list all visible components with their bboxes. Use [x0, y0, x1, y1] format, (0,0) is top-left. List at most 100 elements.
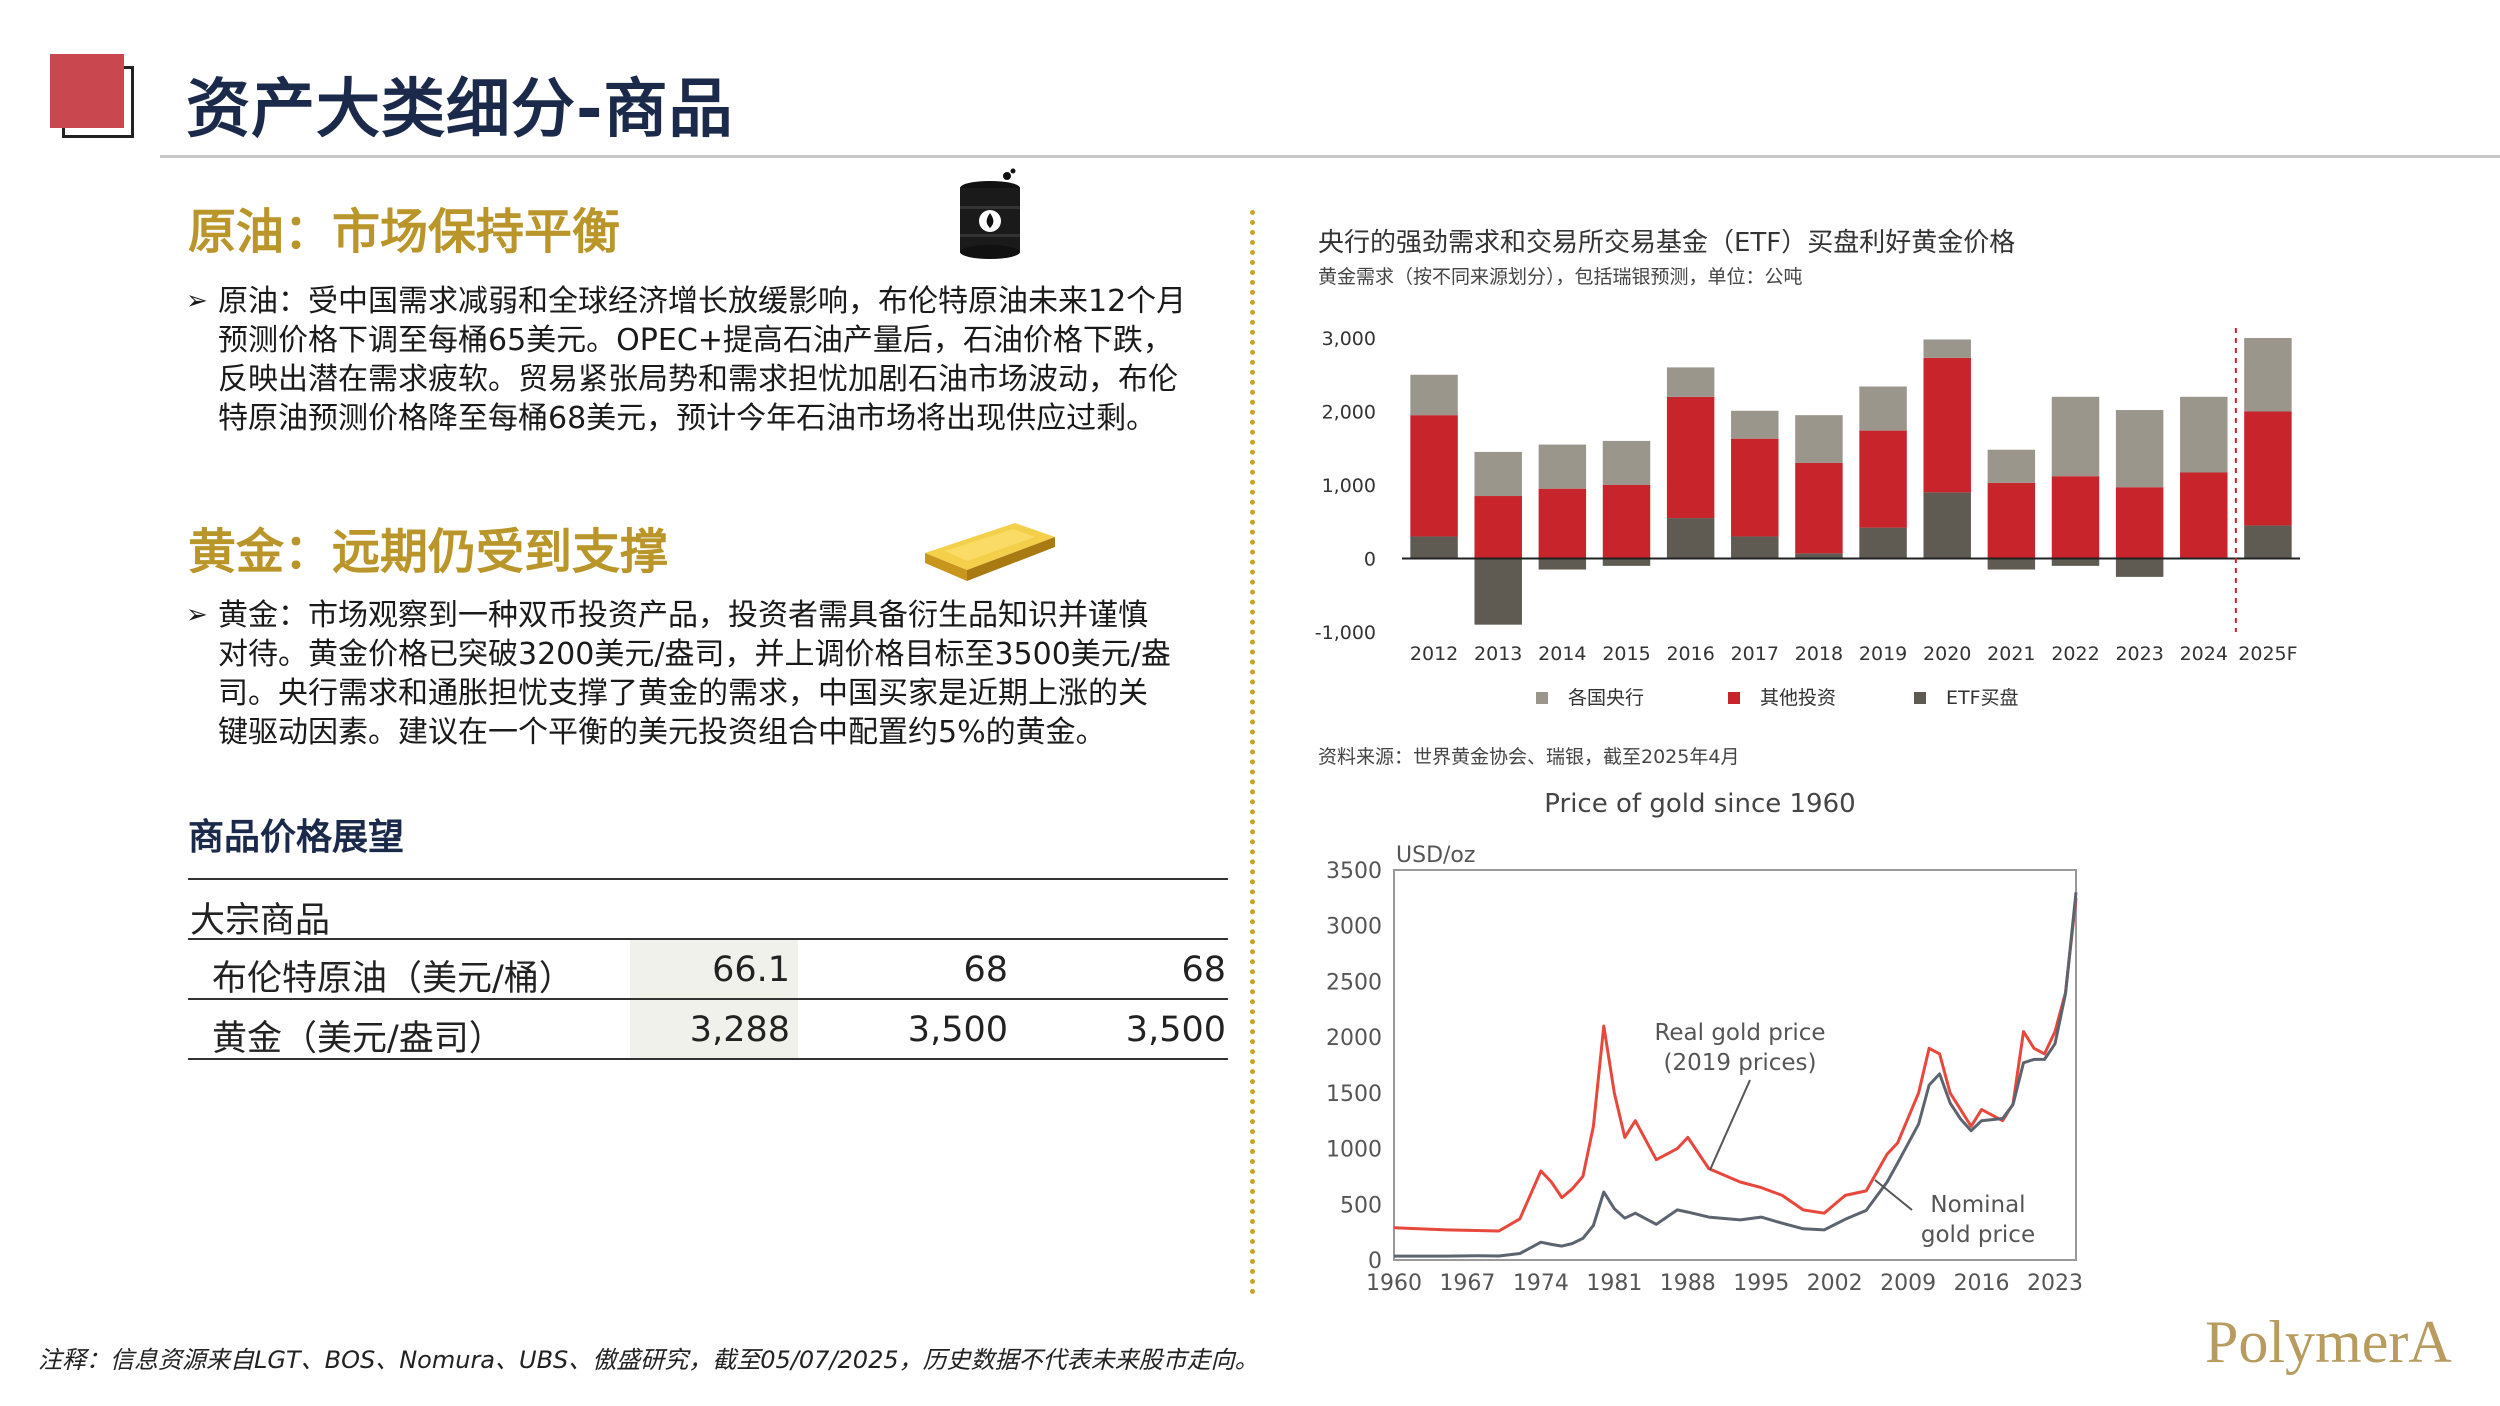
- bar-segment: [2244, 411, 2292, 526]
- gold-bullet: ➢ 黄金：市场观察到一种双币投资产品，投资者需具备衍生品知识并谨慎 对待。黄金价…: [186, 596, 1236, 756]
- bar-segment: [1474, 558, 1522, 625]
- bar-segment: [1859, 430, 1907, 528]
- table-rule: [188, 998, 1228, 1000]
- x-tick-label: 2014: [1538, 643, 1586, 665]
- y-tick-label: 1000: [1326, 1138, 1382, 1163]
- annotation-label: (2019 prices): [1663, 1050, 1816, 1076]
- x-tick-label: 2019: [1859, 643, 1907, 665]
- bar-segment: [1923, 339, 1971, 358]
- table-cell: 3,288: [689, 1010, 790, 1050]
- annotation-label: Nominal: [1930, 1192, 2025, 1218]
- oil-barrel-icon: [960, 168, 1020, 259]
- bar-segment: [1731, 410, 1779, 439]
- bar-segment: [1795, 462, 1843, 554]
- table-cell: 3,500: [1125, 1010, 1226, 1050]
- bar-segment: [1859, 386, 1907, 431]
- section-divider: [1250, 210, 1255, 1295]
- bar-segment: [1474, 496, 1522, 559]
- table-group-label: 大宗商品: [190, 901, 331, 941]
- x-tick-label: 1967: [1439, 1271, 1495, 1296]
- annotation-label: Real gold price: [1654, 1020, 1825, 1046]
- gold-demand-bar-chart: -1,000 0 1,000 2,000 3,000 2012 2013 2014 2015 20…: [1315, 328, 2300, 709]
- y-tick-label: 2000: [1326, 1026, 1382, 1051]
- bar-segment: [1666, 367, 1715, 397]
- table-rule: [188, 938, 1228, 940]
- gold-bullet-line: 司。央行需求和通胀担忧支撑了黄金的需求，中国买家是近期上涨的关: [218, 676, 1148, 711]
- bar-segment: [1666, 396, 1715, 519]
- bar-segment: [1410, 415, 1458, 537]
- bar-segment: [2115, 487, 2164, 559]
- y-tick-label: -1,000: [1315, 622, 1376, 644]
- y-tick-label: 2500: [1326, 970, 1382, 995]
- bar-segment: [2051, 558, 2100, 566]
- plot-frame: [1393, 869, 2077, 1261]
- gold-bullet-line: 对待。黄金价格已突破3200美元/盎司，并上调价格目标至3500美元/盎: [218, 637, 1171, 672]
- gold-bullet-line: 黄金：市场观察到一种双币投资产品，投资者需具备衍生品知识并谨慎: [218, 598, 1148, 633]
- bar-segment: [1538, 558, 1587, 570]
- bar-segment: [1923, 492, 1971, 559]
- x-tick-label: 2016: [1666, 643, 1714, 665]
- bar-segment: [1666, 518, 1715, 559]
- gold-demand-chart-source: 资料来源：世界黄金协会、瑞银，截至2025年4月: [1318, 746, 1740, 768]
- bar-segment: [1795, 415, 1843, 463]
- y-tick-label: 1500: [1326, 1082, 1382, 1107]
- x-tick-label: 2009: [1880, 1271, 1936, 1296]
- bar-segment: [1731, 536, 1779, 559]
- bar-segment: [1410, 536, 1458, 559]
- gold-bullet-line: 键驱动因素。建议在一个平衡的美元投资组合中配置约5%的黄金。: [218, 715, 1106, 750]
- x-tick-label: 2015: [1602, 643, 1650, 665]
- page-title: 资产大类细分-商品: [186, 73, 734, 147]
- gold-section-title: 黄金：远期仍受到支撑: [188, 524, 669, 580]
- bar-segment: [1538, 444, 1587, 489]
- footer-note: 注释：信息资源来自LGT、BOS、Nomura、UBS、傲盛研究，截至05/07…: [38, 1346, 1259, 1374]
- y-tick-label: 1,000: [1322, 475, 1376, 497]
- series-line: [1394, 892, 2078, 1258]
- bar-segment: [1731, 438, 1779, 537]
- oil-bullet-line: 反映出潜在需求疲软。贸易紧张局势和需求担忧加剧石油市场波动，布伦: [218, 362, 1178, 397]
- bar-segment: [1795, 553, 1843, 559]
- x-tick-label: 1981: [1586, 1271, 1642, 1296]
- bar-segment: [2115, 410, 2164, 488]
- x-tick-label: 2023: [2115, 643, 2163, 665]
- y-axis-unit-label: USD/oz: [1396, 843, 1475, 868]
- legend-swatch: [1536, 692, 1548, 704]
- oil-bullet-line: 预测价格下调至每桶65美元。OPEC+提高石油产量后，石油价格下跌，: [218, 323, 1173, 358]
- logo-square-fill: [50, 54, 124, 128]
- bar-segment: [1987, 449, 2036, 483]
- gold-bar-icon: [925, 523, 1055, 581]
- x-tick-label: 2017: [1731, 643, 1779, 665]
- y-tick-label: 2,000: [1322, 402, 1376, 424]
- table-bottom-rule: [188, 1058, 1228, 1060]
- x-tick-label: 1988: [1660, 1271, 1716, 1296]
- x-tick-label: 2025F: [2238, 643, 2297, 665]
- commodity-table-title: 商品价格展望: [188, 817, 405, 858]
- x-tick-label: 2023: [2027, 1271, 2083, 1296]
- annotation-leader: [1709, 1079, 1751, 1171]
- oil-section-title: 原油：市场保持平衡: [188, 204, 621, 260]
- x-tick-label: 2022: [2051, 643, 2099, 665]
- annotation-leader: [1874, 1179, 1913, 1211]
- bar-segment: [1987, 482, 2036, 559]
- oil-bullet: ➢ 原油：受中国需求减弱和全球经济增长放缓影响，布伦特原油未来12个月 预测价格…: [186, 282, 1236, 442]
- y-tick-label: 3000: [1326, 915, 1382, 940]
- x-tick-label: 1960: [1366, 1271, 1422, 1296]
- oil-bullet-line: 原油：受中国需求减弱和全球经济增长放缓影响，布伦特原油未来12个月: [218, 284, 1187, 319]
- bar-segment: [1602, 440, 1651, 485]
- bar-segment: [2244, 525, 2292, 559]
- arrow-bullet-icon: ➢: [186, 600, 208, 630]
- x-tick-label: 2018: [1795, 643, 1843, 665]
- gold-price-line-chart: Price of gold since 1960 USD/oz 0 500 1000 15…: [1326, 789, 2083, 1296]
- bar-segment: [1474, 451, 1522, 497]
- bar-segment: [2180, 472, 2228, 559]
- x-tick-label: 1974: [1513, 1271, 1569, 1296]
- x-tick-label: 2020: [1923, 643, 1971, 665]
- bar-segment: [2180, 396, 2228, 473]
- table-row-label: 黄金（美元/盎司）: [212, 1019, 504, 1059]
- y-tick-label: 3,000: [1322, 328, 1376, 350]
- bar-segment: [1923, 357, 1971, 493]
- x-tick-label: 2012: [1410, 643, 1458, 665]
- bar-segment: [2244, 338, 2292, 412]
- legend-label: 各国央行: [1568, 687, 1644, 709]
- bar-segment: [2051, 476, 2100, 559]
- legend-label: 其他投资: [1760, 687, 1836, 709]
